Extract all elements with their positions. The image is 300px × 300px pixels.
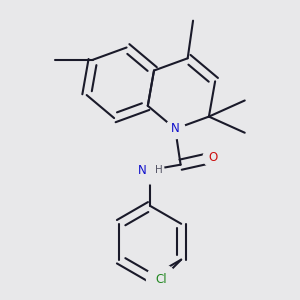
Text: H: H — [155, 165, 163, 175]
Text: N: N — [138, 164, 147, 177]
Text: N: N — [171, 122, 180, 135]
Text: O: O — [208, 151, 218, 164]
Circle shape — [166, 119, 185, 139]
Circle shape — [203, 148, 223, 167]
Circle shape — [146, 264, 176, 294]
Text: Cl: Cl — [156, 273, 167, 286]
Circle shape — [136, 156, 164, 184]
